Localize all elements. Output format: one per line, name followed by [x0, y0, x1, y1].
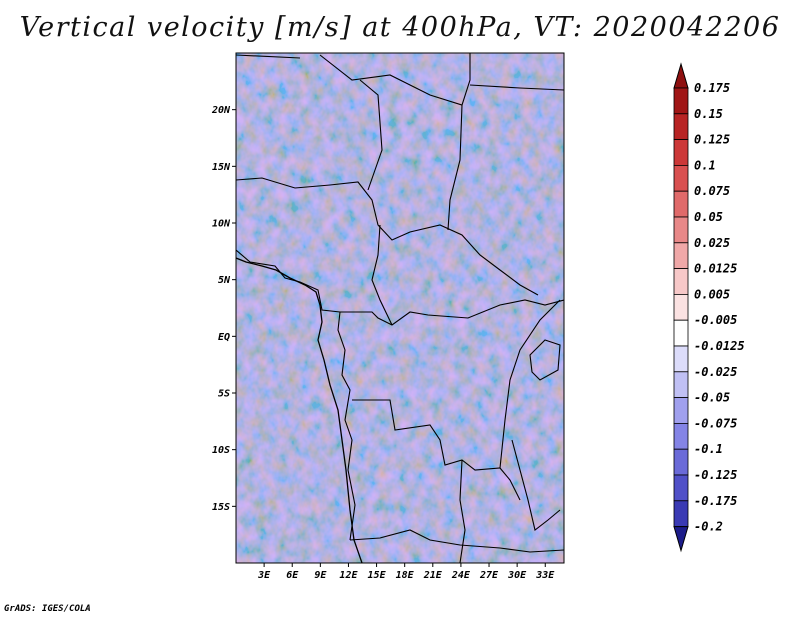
country-borders — [236, 53, 564, 563]
map-title: Vertical velocity [m/s] at 400hPa, VT: 2… — [19, 12, 781, 43]
colorbar-label: -0.0125 — [694, 339, 745, 353]
lat-tick-label: 10S — [212, 445, 230, 456]
colorbar-label: -0.125 — [694, 468, 737, 482]
colorbar-segment — [673, 448, 689, 476]
colorbar-label: -0.05 — [694, 391, 730, 405]
lat-tick-label: 15S — [212, 502, 230, 513]
colorbar-label: 0.125 — [694, 133, 730, 147]
colorbar-segment — [673, 87, 689, 115]
vertical-velocity-field — [236, 53, 564, 563]
colorbar-label: -0.2 — [694, 520, 723, 534]
colorbar-segment — [673, 216, 689, 244]
lon-tick-label: 18E — [396, 570, 415, 581]
colorbar-label: -0.005 — [694, 313, 737, 327]
lat-tick-label: 5N — [218, 275, 231, 286]
colorbar-label: 0.025 — [694, 236, 730, 250]
colorbar-segment — [673, 422, 689, 450]
lat-tick-label: EQ — [218, 332, 230, 343]
lon-tick-label: 24E — [451, 570, 471, 581]
colorbar-bottom-arrow — [673, 526, 689, 553]
lon-tick-label: 15E — [368, 570, 387, 581]
colorbar-label: -0.175 — [694, 494, 737, 508]
lon-tick-label: 33E — [535, 570, 555, 581]
lon-tick-label: 27E — [479, 570, 499, 581]
colorbar-label: 0.05 — [694, 210, 723, 224]
colorbar-segment — [673, 371, 689, 398]
grads-credit: GrADS: IGES/COLA — [4, 604, 91, 614]
lat-tick-label: 20N — [211, 105, 231, 116]
colorbar-label: 0.1 — [694, 158, 716, 172]
longitude-axis: 3E 6E 9E 12E 15E 18E 21E 24E 27E 30E 33E — [257, 563, 555, 581]
lat-tick-label: 10N — [212, 219, 231, 230]
colorbar-label: 0.15 — [694, 107, 723, 121]
colorbar-segment — [673, 268, 689, 295]
colorbar-label: 0.0125 — [694, 262, 737, 276]
colorbar-segment — [673, 139, 689, 166]
colorbar-label: -0.025 — [694, 365, 737, 379]
colorbar-segment — [673, 345, 689, 373]
lon-tick-label: 9E — [314, 570, 327, 581]
colorbar-segment — [673, 113, 689, 141]
coastline — [236, 257, 363, 563]
lon-tick-label: 3E — [257, 570, 271, 581]
lon-tick-label: 21E — [423, 570, 443, 581]
colorbar-label: 0.005 — [694, 287, 730, 301]
lat-tick-label: 15N — [212, 162, 231, 173]
map-frame — [235, 52, 565, 564]
colorbar-segment — [673, 164, 689, 192]
colorbar-label: 0.175 — [694, 81, 730, 95]
colorbar-segment — [673, 190, 689, 218]
latitude-axis: 20N 15N 10N 5N EQ 5S 10S 15S — [211, 105, 236, 513]
colorbar-top-arrow — [673, 62, 689, 89]
lon-tick-label: 12E — [339, 570, 358, 581]
lat-tick-label: 5S — [218, 389, 230, 400]
lon-tick-label: 30E — [507, 570, 527, 581]
colorbar-label: -0.075 — [694, 416, 737, 430]
colorbar: 0.175 0.15 0.125 0.1 0.075 0.05 0.025 0.0125 0.0… — [673, 62, 745, 553]
colorbar-segment — [673, 293, 689, 321]
colorbar-segment — [673, 242, 689, 270]
colorbar-segment — [673, 319, 689, 347]
colorbar-segment — [673, 500, 689, 527]
colorbar-segment — [673, 397, 689, 424]
colorbar-segment — [673, 474, 689, 502]
colorbar-label: -0.1 — [694, 442, 723, 456]
colorbar-label: 0.075 — [694, 184, 730, 198]
lon-tick-label: 6E — [286, 570, 299, 581]
